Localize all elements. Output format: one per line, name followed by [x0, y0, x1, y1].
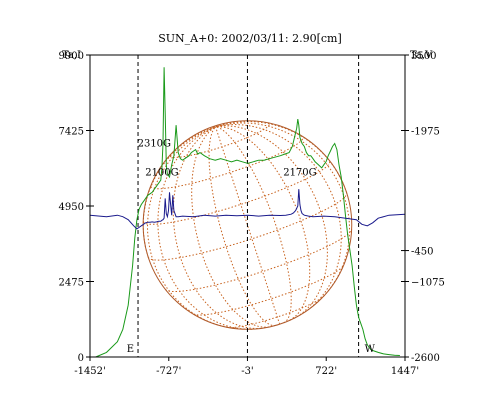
longitude-line [215, 123, 342, 313]
annotation-2100g: 2100G [145, 167, 178, 178]
longitude-line [208, 126, 276, 327]
longitude-line [191, 126, 270, 328]
limb-label-e: E [127, 344, 134, 355]
left-axis-label: Ta,I [62, 50, 81, 61]
longitude-line [157, 126, 252, 330]
guide-lines [137, 55, 360, 357]
x-tick-label: -3' [241, 366, 254, 377]
limb-label-w: W [365, 344, 376, 355]
labels-layer: SUN_A+0: 2002/03/11: 2.90[cm] Ta,I Ta,V 0 24… [59, 32, 445, 377]
right-tick-label: -450 [411, 247, 433, 258]
x-tick-label: -727' [156, 366, 181, 377]
latitude-line [142, 161, 331, 225]
latitude-line [227, 295, 324, 329]
right-tick-label: 3500 [411, 51, 436, 62]
annotation-2170g: 2170G [283, 167, 316, 178]
x-tick-label: 1447' [391, 366, 419, 377]
plot-frame [86, 54, 409, 361]
left-tick-label: 0 [78, 353, 84, 364]
longitude-line [215, 125, 328, 319]
x-tick-label: 722' [315, 366, 337, 377]
x-tick-label: -1452' [74, 366, 106, 377]
longitude-line [215, 122, 351, 297]
series-v-line [89, 189, 406, 230]
annotation-2310g: 2310G [138, 139, 171, 150]
right-axis-label: Ta,V [410, 50, 433, 61]
right-tick-label: −1075 [411, 278, 445, 289]
right-tick-label: -2600 [411, 353, 440, 364]
longitude-line [215, 126, 292, 324]
latitude-line [165, 228, 353, 292]
chart-title: SUN_A+0: 2002/03/11: 2.90[cm] [158, 32, 342, 45]
longitude-line [215, 126, 311, 321]
left-tick-label: 2475 [59, 278, 84, 289]
latitude-line [150, 137, 304, 190]
longitude-line [172, 126, 265, 330]
series-i-line [95, 67, 400, 358]
series-layer [89, 67, 406, 358]
left-tick-label: 4950 [59, 202, 84, 213]
longitude-line [146, 126, 228, 328]
left-tick-label: 7425 [59, 127, 84, 138]
left-tick-label: 9900 [59, 51, 84, 62]
right-tick-label: -1975 [411, 127, 440, 138]
latitude-line [193, 265, 344, 316]
